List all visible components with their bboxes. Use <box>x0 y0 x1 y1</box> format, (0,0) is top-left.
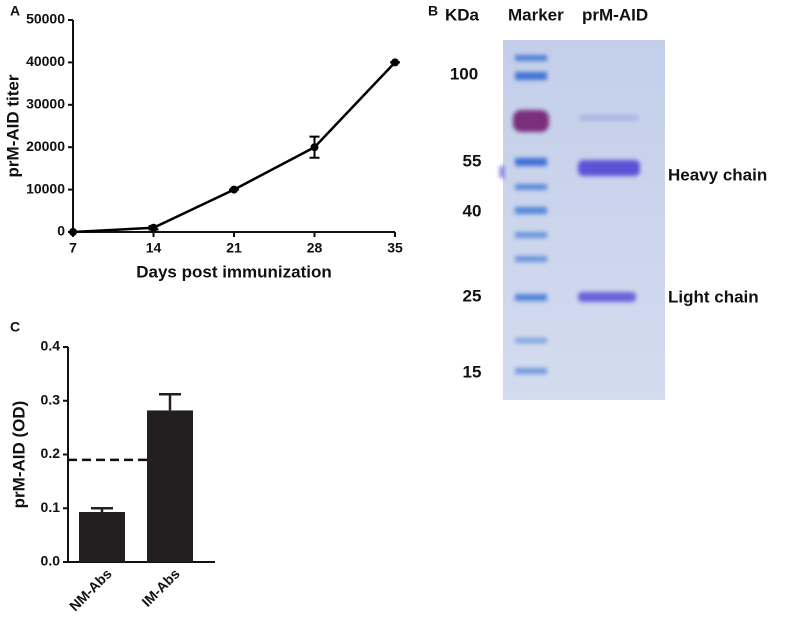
gel-header: KDa <box>445 5 480 24</box>
panel-label: A <box>10 3 20 19</box>
data-point <box>230 185 238 194</box>
data-point <box>391 58 399 67</box>
y-axis-label: prM-AID (OD) <box>9 401 28 509</box>
x-tick-label: 35 <box>387 240 403 256</box>
y-tick-label: 0.2 <box>41 445 61 461</box>
y-tick-label: 0.4 <box>41 338 61 354</box>
data-point <box>149 223 158 232</box>
marker-label: 25 <box>463 286 482 305</box>
marker-label: 55 <box>463 151 482 170</box>
y-tick-label: 0.1 <box>41 499 61 515</box>
marker-label: 15 <box>463 362 482 381</box>
y-tick-label: 50000 <box>26 11 65 27</box>
x-tick-label: 14 <box>146 240 162 256</box>
x-tick-label: NM-Abs <box>66 565 115 614</box>
y-tick-label: 30000 <box>26 96 65 112</box>
data-line <box>72 61 396 234</box>
band-label: Light chain <box>668 287 759 306</box>
y-tick-label: 0.3 <box>41 391 61 407</box>
panel-label: B <box>428 3 438 19</box>
y-tick-label: 10000 <box>26 180 65 196</box>
band-label: Heavy chain <box>668 165 767 184</box>
x-tick-label: 28 <box>307 240 323 256</box>
gel-bands <box>500 55 640 374</box>
gel-header: prM-AID <box>582 5 648 24</box>
bar <box>79 512 125 562</box>
y-axis-label: prM-AID titer <box>3 74 22 177</box>
gel-panel: B KDa Marker prM-AID 100 55 40 25 15 Hea… <box>428 3 767 400</box>
y-tick-label: 20000 <box>26 138 65 154</box>
data-point <box>310 143 319 152</box>
error-bar <box>159 393 181 411</box>
data-point <box>69 228 77 236</box>
panel-label: C <box>10 319 20 335</box>
error-bar <box>91 507 113 513</box>
x-tick-label: 7 <box>69 240 77 256</box>
marker-label: 40 <box>463 201 482 220</box>
x-axis-label: Days post immunization <box>136 262 332 281</box>
x-tick-label: IM-Abs <box>138 565 182 609</box>
bar <box>147 410 193 562</box>
y-tick-label: 0.0 <box>41 553 61 569</box>
marker-label: 100 <box>450 64 478 83</box>
gel-header: Marker <box>508 5 564 24</box>
y-tick-label: 40000 <box>26 53 65 69</box>
gel-image <box>503 40 665 400</box>
y-tick-label: 0 <box>57 223 65 239</box>
x-tick-label: 21 <box>226 240 242 256</box>
